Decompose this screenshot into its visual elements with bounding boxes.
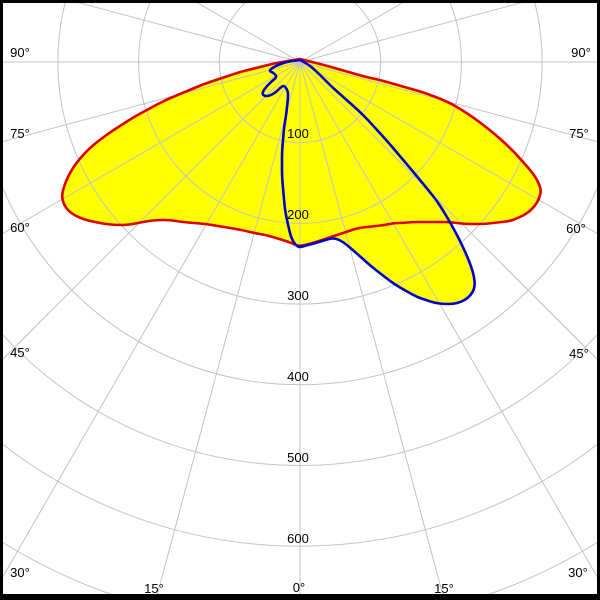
radial-gridline: [299, 61, 445, 600]
radial-gridline: [299, 0, 534, 63]
frame-bottom: [0, 594, 600, 600]
angle-label: 15°: [434, 581, 454, 596]
ring-label: 300: [287, 288, 309, 303]
angle-label: 30°: [10, 565, 30, 580]
angle-label: 30°: [568, 565, 588, 580]
ring-label: 500: [287, 450, 309, 465]
angle-label: 45°: [569, 346, 589, 361]
angle-label: 75°: [10, 126, 30, 141]
frame-top: [0, 0, 600, 3]
radial-gridline: [0, 61, 301, 236]
angle-label: 15°: [144, 581, 164, 596]
frame-right: [597, 0, 600, 600]
radial-gridline: [299, 61, 600, 583]
angle-label: 0°: [293, 580, 305, 595]
ring-label: 400: [287, 369, 309, 384]
ring-label: 100: [287, 126, 309, 141]
radial-gridline: [66, 0, 301, 63]
radial-gridline: [0, 61, 301, 583]
angle-label: 90°: [10, 45, 30, 60]
frame-left: [0, 0, 3, 600]
radial-gridline: [155, 61, 301, 600]
radial-gridline: [299, 61, 600, 236]
angle-label: 60°: [566, 221, 586, 236]
radial-gridline: [299, 61, 600, 143]
angle-label: 45°: [10, 345, 30, 360]
angle-label: 90°: [571, 45, 591, 60]
radial-gridline: [0, 61, 301, 363]
radial-gridline: [299, 61, 600, 363]
angle-label: 60°: [10, 220, 30, 235]
ring-label: 600: [287, 531, 309, 546]
angle-label: 75°: [569, 126, 589, 141]
ring-label: 200: [287, 207, 309, 222]
blue-curve: [261, 58, 476, 306]
